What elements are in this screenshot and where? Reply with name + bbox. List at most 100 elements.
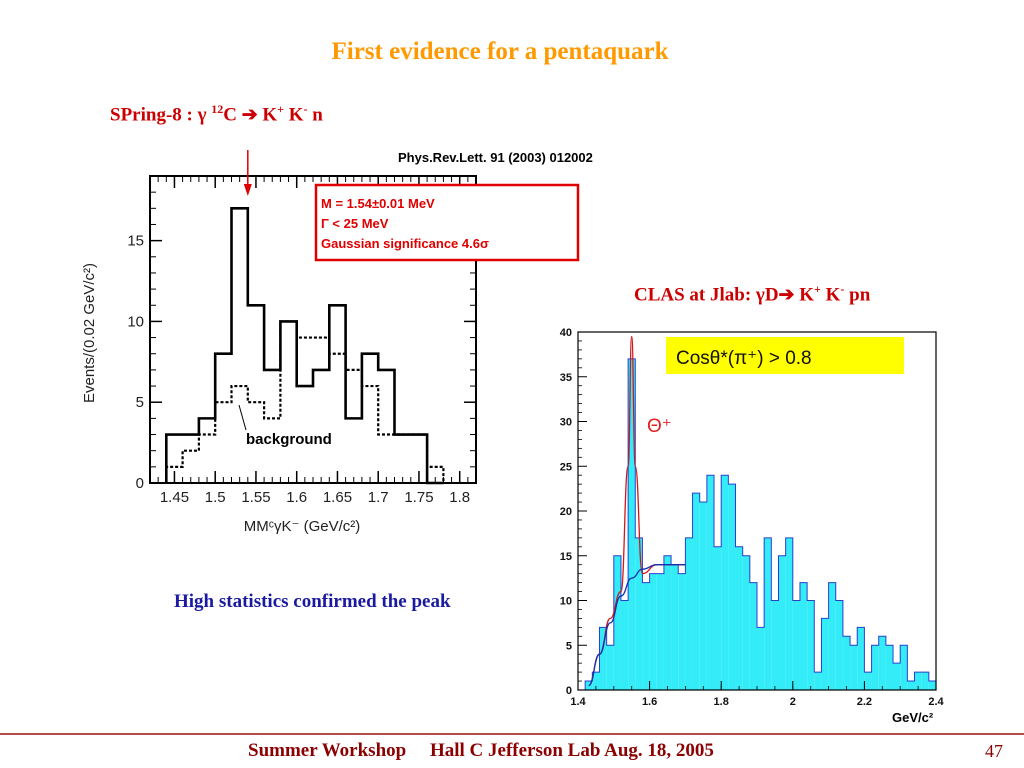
x-tick-label: 1.45 <box>160 489 189 506</box>
peak-arrow-head <box>243 184 252 196</box>
histogram-bar <box>764 537 772 690</box>
y-axis-label: Events/(0.02 GeV/c²) <box>81 263 98 403</box>
y-tick-labels: 0 5 10 15 <box>127 233 144 492</box>
info-mass: M = 1.54±0.01 MeV <box>321 196 435 211</box>
histogram-bar <box>671 564 679 690</box>
theta-label: Θ⁺ <box>647 416 672 437</box>
y-tick-label: 20 <box>560 506 572 518</box>
histogram-bar <box>921 672 929 690</box>
histogram-bar <box>814 672 822 690</box>
bars <box>584 358 937 690</box>
histogram-bar <box>928 681 936 690</box>
histogram-bar <box>792 600 800 690</box>
clas-heading-sup2: - <box>840 282 845 296</box>
spring8-heading-mid2: K <box>284 104 304 126</box>
y-tick-label: 10 <box>127 313 144 330</box>
histogram-bar <box>907 681 915 690</box>
x-tick-labels: 1.45 1.5 1.55 1.6 1.65 1.7 1.75 1.8 <box>160 489 470 506</box>
info-box <box>314 183 580 262</box>
y-tick-labels: 0 5 10 15 20 25 30 35 40 <box>560 327 572 697</box>
histogram-bar <box>699 502 707 690</box>
spring8-histogram: Phys.Rev.Lett. 91 (2003) 012002 0 5 10 15 1… <box>81 150 593 535</box>
x-axis-label: MMᶜγK⁻ (GeV/c²) <box>244 518 361 535</box>
footer-text: Summer Workshop Hall C Jefferson Lab Aug… <box>248 740 714 761</box>
histogram-bar <box>678 573 686 690</box>
x-tick-label: 1.5 <box>205 489 226 506</box>
x-tick-labels: 1.4 1.6 1.8 2 2.2 2.4 <box>570 696 944 708</box>
histogram-bar <box>663 555 672 690</box>
histogram-bar <box>599 627 607 690</box>
x-axis-label: GeV/c² <box>892 710 934 725</box>
confirmation-caption: High statistics confirmed the peak <box>174 591 451 612</box>
spring8-heading-post: n <box>307 104 323 126</box>
y-tick-label: 5 <box>136 394 144 411</box>
x-tick-label: 1.4 <box>570 696 586 708</box>
x-tick-label: 2.4 <box>928 696 944 708</box>
info-width: Γ < 25 MeV <box>321 216 389 231</box>
histogram-bar <box>613 555 621 690</box>
x-tick-label: 1.8 <box>714 696 729 708</box>
clas-heading-pre: CLAS at Jlab: γD➔ K <box>634 284 814 306</box>
histogram-bar <box>749 582 757 690</box>
y-tick-label: 35 <box>560 372 572 384</box>
x-tick-label: 1.6 <box>642 696 657 708</box>
histogram-bar <box>706 475 715 690</box>
background-label: background <box>246 431 332 448</box>
histogram-bar <box>900 645 908 690</box>
x-tick-label: 1.8 <box>449 489 470 506</box>
y-tick-label: 0 <box>566 685 572 697</box>
histogram-bar <box>785 537 793 690</box>
histogram-bar <box>635 537 643 690</box>
x-tick-label: 1.6 <box>286 489 307 506</box>
spring8-heading-sup2: + <box>277 102 285 116</box>
histogram-bar <box>656 573 664 690</box>
spring8-heading-sup1: 12 <box>211 102 224 116</box>
histogram-bar <box>885 645 894 690</box>
histogram-outline <box>584 358 937 690</box>
histogram-bar <box>606 645 614 690</box>
cut-label: Cosθ*(π⁺) > 0.8 <box>676 348 812 369</box>
spring8-heading-sup3: - <box>303 102 308 116</box>
histogram-bar <box>842 636 851 690</box>
histogram-bar <box>850 645 858 690</box>
footer-divider <box>0 733 1024 735</box>
histogram-bar <box>649 573 657 690</box>
histogram-bar <box>771 600 779 690</box>
histogram-bar <box>692 493 700 690</box>
y-tick-label: 15 <box>127 233 144 250</box>
histogram-bar <box>728 484 736 690</box>
histogram-bar <box>878 636 886 690</box>
y-tick-label: 5 <box>566 640 572 652</box>
clas-heading: CLAS at Jlab: γD➔ K+ K- pn <box>634 282 870 306</box>
histogram-bar <box>620 600 629 690</box>
histogram-bar <box>778 555 786 690</box>
histogram-bar <box>757 627 765 690</box>
background-histogram <box>165 320 445 483</box>
background-fit-curve <box>588 564 686 687</box>
histogram-bar <box>893 663 901 690</box>
y-tick-label: 10 <box>560 596 572 608</box>
histogram-bar <box>871 645 879 690</box>
clas-heading-post: pn <box>844 284 871 306</box>
histogram-bar <box>835 600 843 690</box>
spring8-heading: SPring-8 : γ 12C ➔ K+ K- n <box>110 102 323 126</box>
info-significance: Gaussian significance 4.6σ <box>321 236 489 251</box>
x-tick-label: 2 <box>790 696 796 708</box>
y-tick-label: 15 <box>560 551 572 563</box>
clas-histogram: 0 5 10 15 20 25 30 35 40 1.4 1.6 1.8 2 2.2 2.4 Cosθ*(… <box>560 327 945 725</box>
axis-ticks <box>577 331 937 691</box>
page-number: 47 <box>985 741 1003 761</box>
reference-label: Phys.Rev.Lett. 91 (2003) 012002 <box>398 150 593 165</box>
cut-box <box>666 337 904 374</box>
x-tick-label: 2.2 <box>857 696 872 708</box>
spring8-heading-pre: SPring-8 : γ <box>110 104 212 126</box>
x-tick-label: 1.55 <box>241 489 270 506</box>
data-histogram <box>165 207 444 485</box>
y-tick-label: 25 <box>560 461 572 473</box>
histogram-bar <box>721 475 729 690</box>
spring8-heading-mid: C ➔ K <box>223 104 278 126</box>
histogram-bar <box>864 672 872 690</box>
histogram-bar <box>642 582 650 690</box>
clas-heading-sup1: + <box>814 282 821 296</box>
histogram-bar <box>592 672 600 690</box>
